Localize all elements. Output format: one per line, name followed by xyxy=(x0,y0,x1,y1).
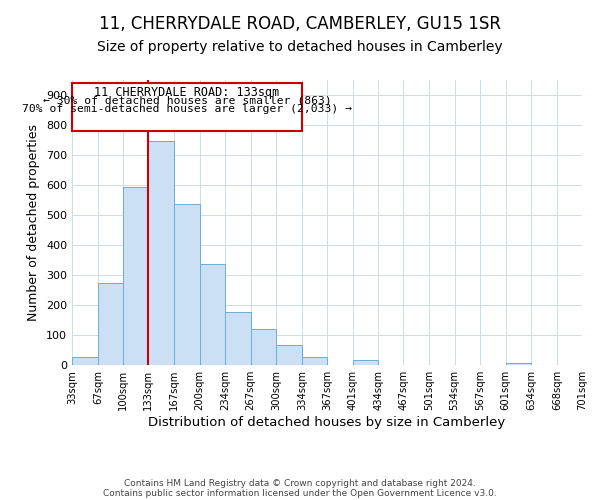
Y-axis label: Number of detached properties: Number of detached properties xyxy=(28,124,40,321)
Bar xyxy=(251,329,276,365)
X-axis label: Distribution of detached houses by size in Camberley: Distribution of detached houses by size … xyxy=(148,416,506,429)
Text: Size of property relative to detached houses in Camberley: Size of property relative to detached ho… xyxy=(97,40,503,54)
Text: Contains public sector information licensed under the Open Government Licence v3: Contains public sector information licen… xyxy=(103,488,497,498)
Bar xyxy=(123,187,148,365)
Bar xyxy=(72,357,98,365)
FancyBboxPatch shape xyxy=(72,83,302,131)
Bar xyxy=(302,357,327,365)
Bar xyxy=(226,312,251,365)
Text: ← 30% of detached houses are smaller (863): ← 30% of detached houses are smaller (86… xyxy=(43,96,331,106)
Bar xyxy=(506,362,531,365)
Bar xyxy=(98,282,123,365)
Text: 70% of semi-detached houses are larger (2,033) →: 70% of semi-detached houses are larger (… xyxy=(22,104,352,114)
Bar xyxy=(199,264,226,365)
Bar xyxy=(353,360,378,365)
Bar xyxy=(148,141,175,365)
Text: 11 CHERRYDALE ROAD: 133sqm: 11 CHERRYDALE ROAD: 133sqm xyxy=(94,86,280,99)
Bar xyxy=(175,204,200,365)
Text: 11, CHERRYDALE ROAD, CAMBERLEY, GU15 1SR: 11, CHERRYDALE ROAD, CAMBERLEY, GU15 1SR xyxy=(99,15,501,33)
Text: Contains HM Land Registry data © Crown copyright and database right 2024.: Contains HM Land Registry data © Crown c… xyxy=(124,478,476,488)
Bar xyxy=(276,345,302,365)
